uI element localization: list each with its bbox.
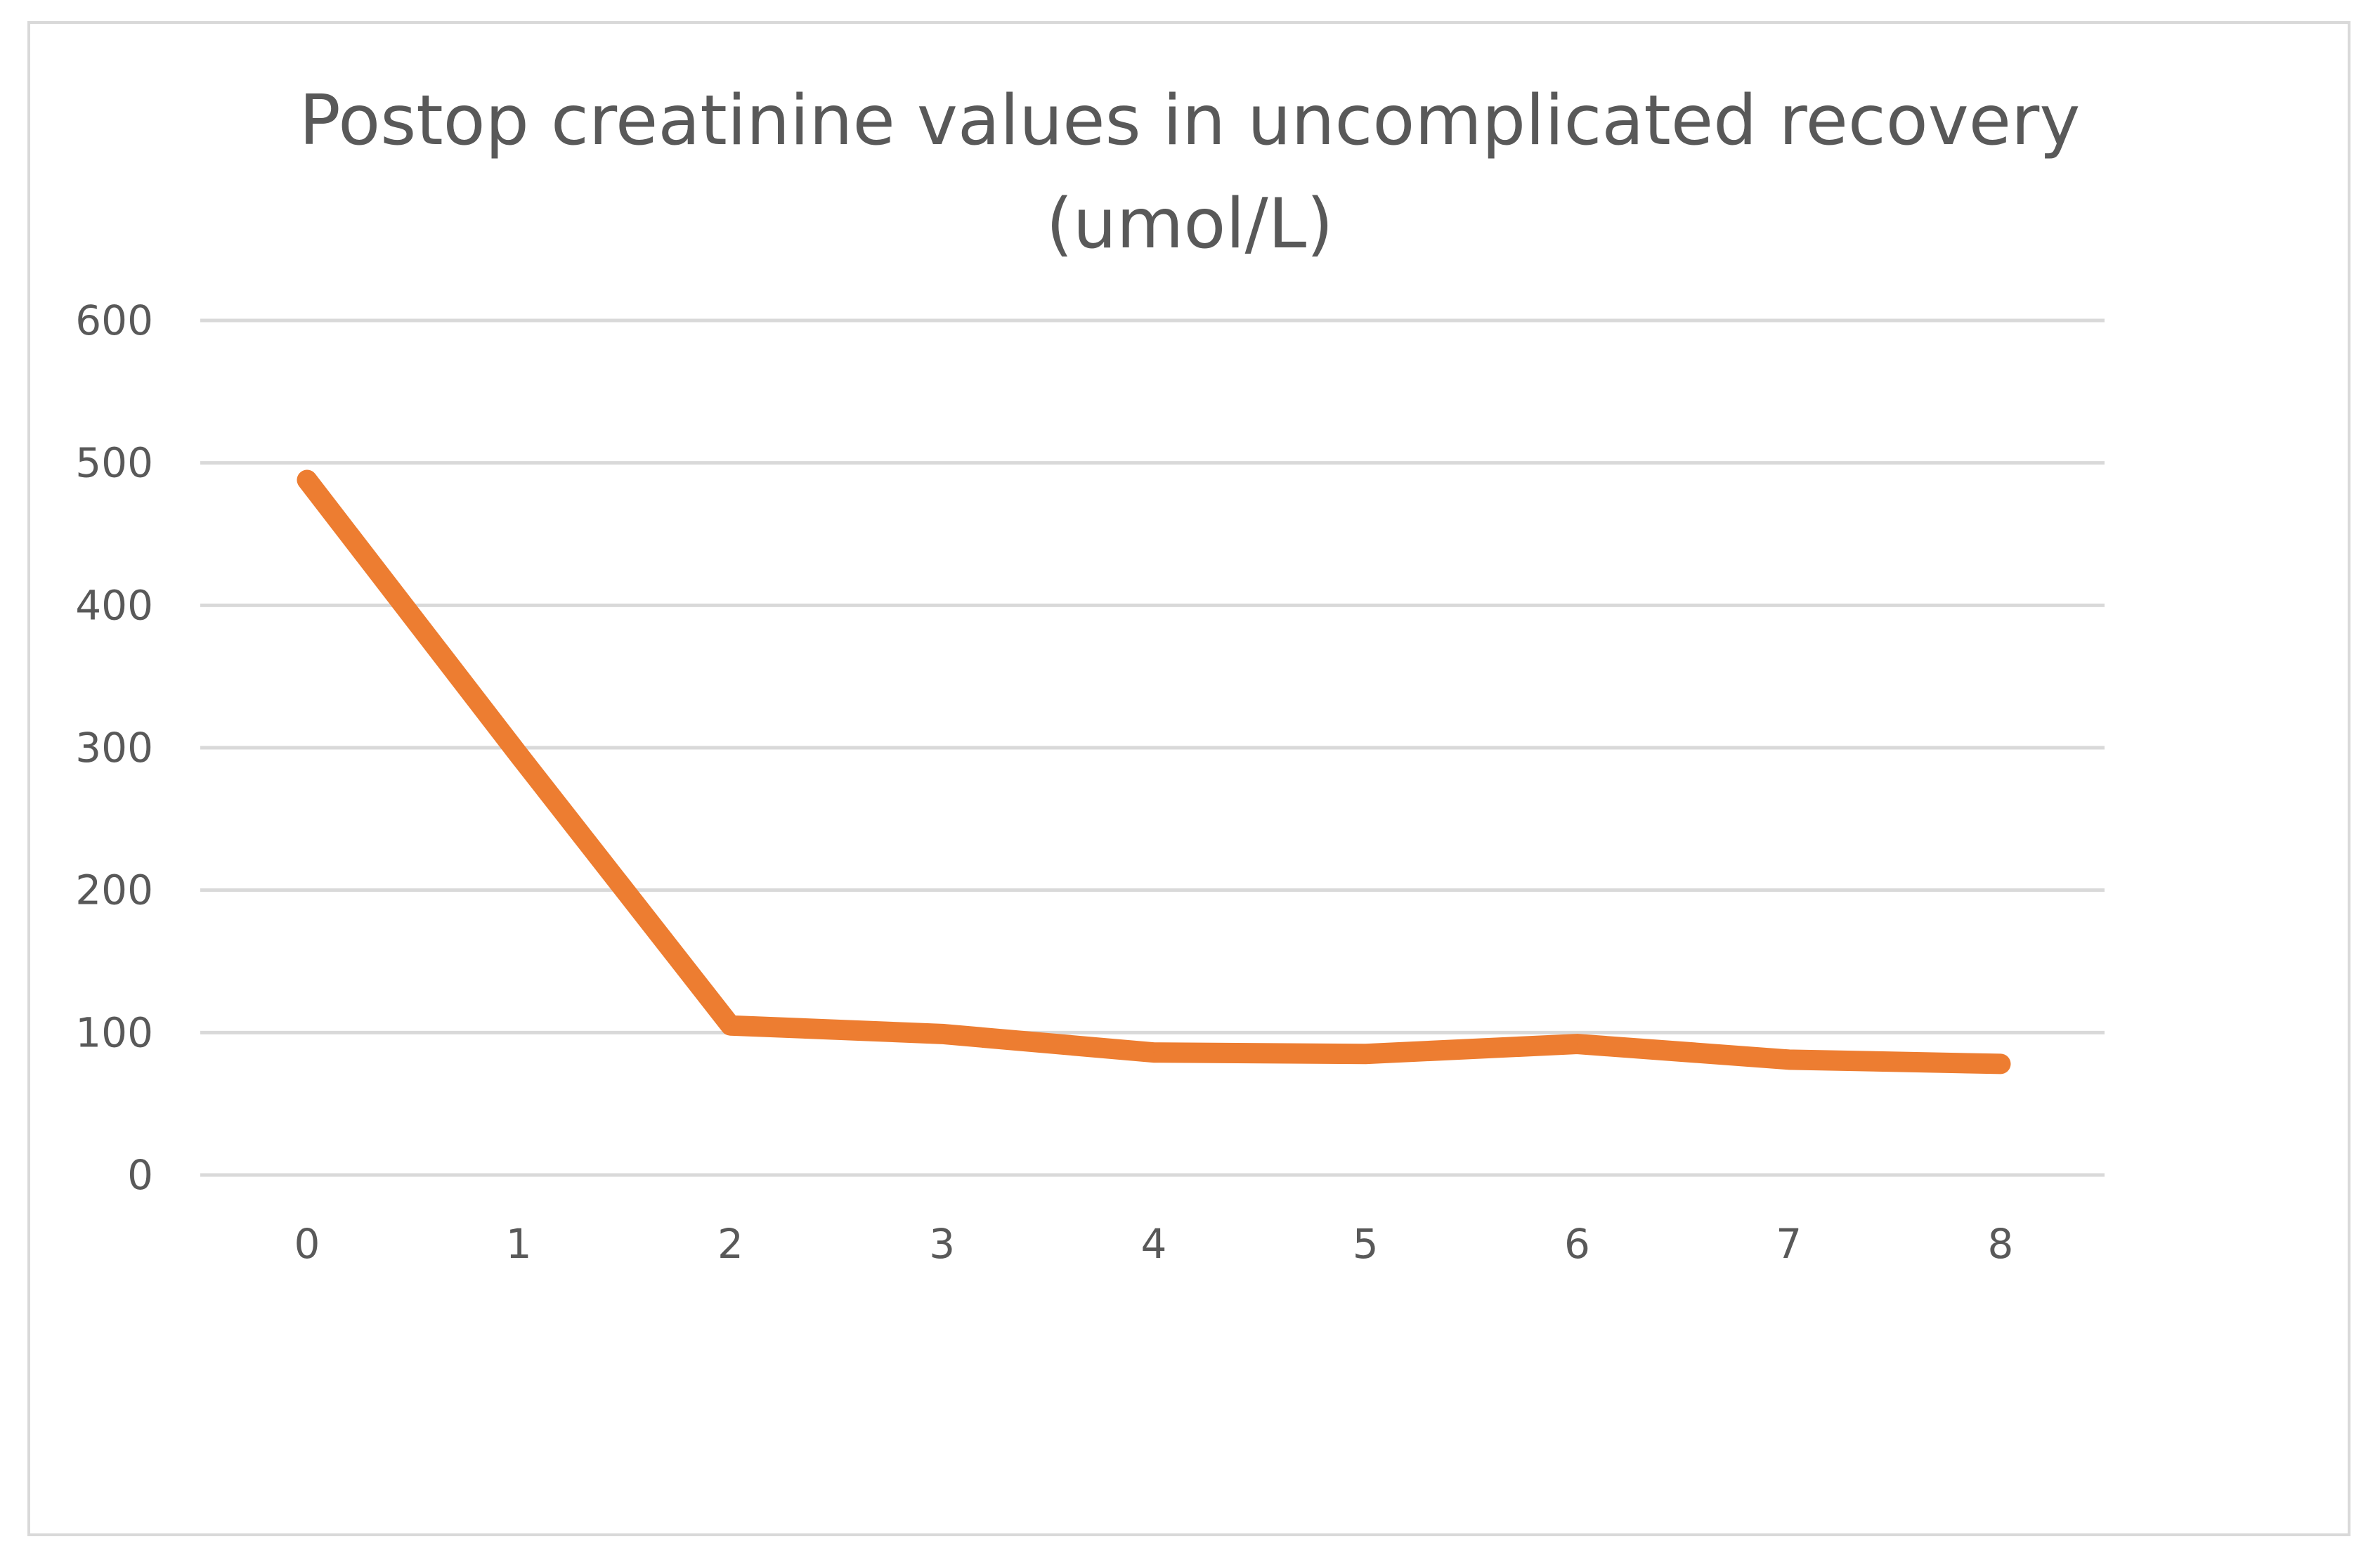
x-tick-label-2: 2 [717, 1220, 743, 1268]
chart-title-line-2: (umol/L) [1046, 184, 1334, 264]
x-tick-label-6: 6 [1564, 1220, 1590, 1268]
y-tick-label-500: 500 [75, 439, 153, 487]
y-tick-label-0: 0 [127, 1151, 153, 1199]
y-tick-label-600: 600 [75, 297, 153, 344]
x-tick-label-4: 4 [1141, 1220, 1167, 1268]
data-point-0 [306, 479, 308, 481]
x-tick-label-7: 7 [1776, 1220, 1802, 1268]
series-line-0 [297, 469, 2011, 1075]
y-tick-label-300: 300 [75, 724, 153, 772]
y-axis-ticks: 0 100 200 300 400 500 600 [75, 297, 153, 1199]
data-point-4 [1153, 1051, 1155, 1053]
data-point-8 [2000, 1063, 2001, 1065]
x-tick-label-0: 0 [294, 1220, 320, 1268]
data-point-6 [1576, 1043, 1578, 1045]
data-point-7 [1788, 1058, 1790, 1060]
x-tick-label-3: 3 [929, 1220, 955, 1268]
series-layer [297, 469, 2011, 1075]
data-point-5 [1365, 1053, 1367, 1055]
x-tick-label-1: 1 [506, 1220, 532, 1268]
y-tick-label-200: 200 [75, 866, 153, 914]
x-axis-ticks: 0 1 2 3 4 5 6 7 8 [294, 1220, 2014, 1268]
chart-area [27, 21, 2350, 1536]
gridlines [200, 318, 2105, 1177]
x-tick-label-5: 5 [1353, 1220, 1379, 1268]
x-tick-label-8: 8 [1988, 1220, 2014, 1268]
data-point-3 [941, 1033, 943, 1035]
y-tick-label-100: 100 [75, 1008, 153, 1056]
y-tick-label-400: 400 [75, 581, 153, 629]
chart-title-line-1: Postop creatinine values in uncomplicate… [299, 81, 2081, 161]
data-point-1 [518, 754, 520, 756]
data-point-2 [729, 1025, 731, 1027]
